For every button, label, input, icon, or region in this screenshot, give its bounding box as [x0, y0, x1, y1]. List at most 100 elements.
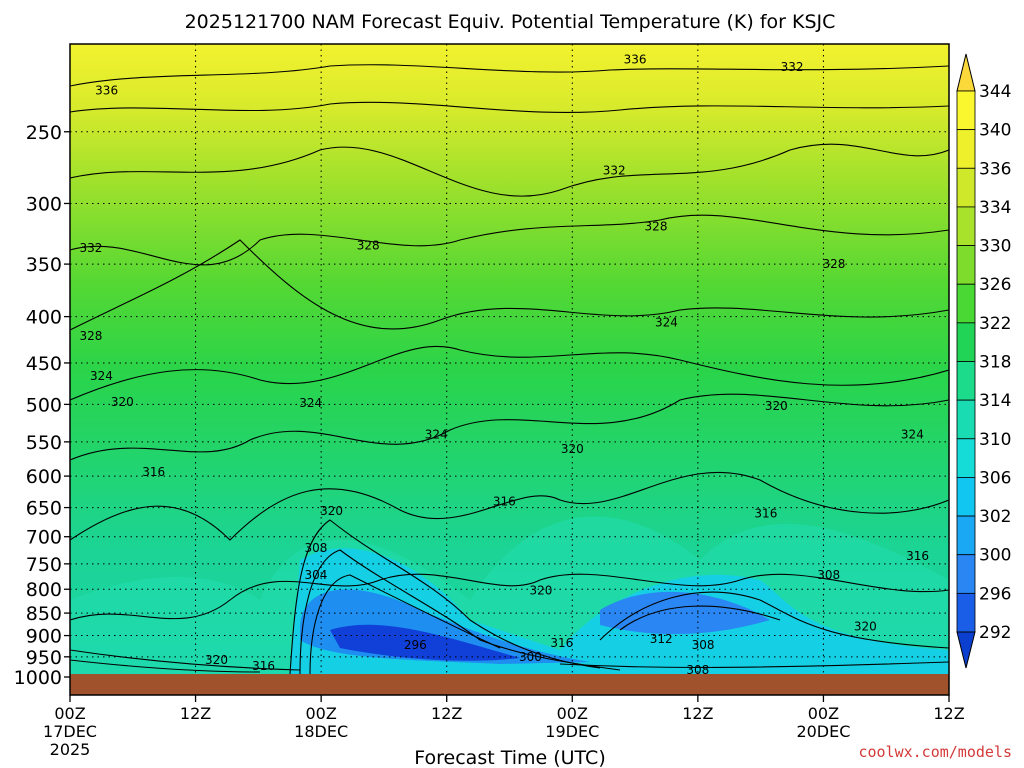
- contour-label: 324: [299, 396, 322, 410]
- contour-label: 324: [901, 428, 924, 442]
- field-blue-region-east: [600, 591, 770, 635]
- x-tick-label: 00Z: [305, 704, 336, 723]
- contour-lines: [70, 64, 949, 674]
- contour-label: 316: [252, 659, 275, 673]
- contour-label: 296: [404, 638, 427, 652]
- colorbar-segment: [956, 206, 976, 246]
- contour-label: 320: [111, 395, 134, 409]
- chart-title: 2025121700 NAM Forecast Equiv. Potential…: [185, 11, 836, 33]
- colorbar-label: 322: [979, 314, 1011, 334]
- x-axis-label: Forecast Time (UTC): [414, 747, 605, 768]
- x-tick-year: 2025: [50, 740, 91, 759]
- contour-label: 328: [645, 219, 668, 233]
- y-tick-label: 700: [26, 527, 62, 549]
- ground-strip: [70, 674, 949, 695]
- contour-label: 316: [142, 465, 165, 479]
- contour-label: 324: [90, 369, 113, 383]
- x-tick-label: 00Z: [808, 704, 839, 723]
- y-tick-label: 600: [26, 466, 62, 488]
- colorbar-label: 300: [979, 546, 1011, 566]
- y-tick-label: 450: [26, 353, 62, 375]
- x-tick-label: 12Z: [682, 704, 713, 723]
- colorbar-segment: [956, 361, 976, 401]
- y-tick-label: 800: [26, 579, 62, 601]
- colorbar-top-arrow: [956, 53, 976, 92]
- contour-label: 308: [817, 568, 840, 582]
- colorbar-label: 302: [979, 507, 1011, 527]
- x-tick-label: 00Z: [54, 704, 85, 723]
- contour-label: 300: [519, 650, 542, 664]
- colorbar-label: 336: [979, 159, 1011, 179]
- contour-label: 328: [357, 239, 380, 253]
- contour-label: 320: [765, 399, 788, 413]
- y-tick-label: 850: [26, 603, 62, 625]
- colorbar-segment: [956, 129, 976, 169]
- contour-label: 320: [854, 620, 877, 634]
- colorbar-segment: [956, 283, 976, 324]
- y-axis: 2503003504004505005506006507007508008509…: [14, 122, 70, 689]
- colorbar-segment: [956, 592, 976, 633]
- y-tick-label: 950: [26, 647, 62, 669]
- contour-label: 320: [529, 584, 552, 598]
- colorbar-label: 318: [979, 353, 1011, 373]
- colorbar-segment: [956, 322, 976, 362]
- contour-label: 316: [493, 494, 516, 508]
- y-tick-label: 400: [26, 307, 62, 329]
- colorbar: 292 296 300 302 306 310 314 318 322 326 330 334 336 3…: [956, 53, 1011, 669]
- colorbar-segment: [956, 399, 976, 440]
- field-darkblue-core: [330, 624, 520, 661]
- contour-label: 316: [906, 549, 929, 563]
- x-tick-label: 12Z: [933, 704, 964, 723]
- colorbar-segment: [956, 554, 976, 594]
- y-tick-label: 900: [26, 626, 62, 648]
- plot-frame: [69, 43, 950, 696]
- contour-label: 312: [650, 632, 673, 646]
- y-tick-label: 500: [26, 394, 62, 416]
- contour-label: 328: [822, 257, 845, 271]
- y-tick-label: 650: [26, 498, 62, 520]
- contour-label: 308: [692, 638, 715, 652]
- colorbar-label: 292: [979, 623, 1011, 643]
- contour-label: 320: [561, 442, 584, 456]
- x-tick-label: 12Z: [180, 704, 211, 723]
- theta-e-field: [70, 44, 949, 674]
- contour-label: 308: [686, 663, 709, 677]
- contour-label: 332: [79, 241, 102, 255]
- colorbar-label: 326: [979, 275, 1011, 295]
- colorbar-segment: [956, 515, 976, 556]
- colorbar-label: 334: [979, 198, 1011, 218]
- x-tick-date: 17DEC: [43, 722, 97, 741]
- x-tick-date: 18DEC: [294, 722, 348, 741]
- contour-label: 320: [205, 653, 228, 667]
- colorbar-segment: [956, 90, 976, 131]
- contour-labels: 336 336 332 332 332 328 328 328 328 324 324 324 324 3…: [79, 52, 929, 677]
- y-tick-label: 350: [26, 254, 62, 276]
- contour-label: 304: [304, 568, 327, 582]
- contour-label: 324: [425, 428, 448, 442]
- colorbar-segment: [956, 477, 976, 517]
- contour-label: 336: [624, 52, 647, 66]
- contour-label: 332: [781, 60, 804, 74]
- colorbar-label: 296: [979, 584, 1011, 604]
- grid-lines: [70, 44, 949, 678]
- x-tick-label: 12Z: [431, 704, 462, 723]
- y-tick-label: 300: [26, 193, 62, 215]
- colorbar-segment: [956, 438, 976, 478]
- colorbar-label: 310: [979, 430, 1011, 450]
- contour-label: 328: [79, 329, 102, 343]
- contour-label: 316: [550, 636, 573, 650]
- y-tick-label: 1000: [14, 667, 62, 689]
- x-tick-label: 00Z: [557, 704, 588, 723]
- colorbar-label: 330: [979, 237, 1011, 257]
- y-tick-label: 550: [26, 432, 62, 454]
- contour-label: 332: [603, 164, 626, 178]
- colorbar-bottom-arrow: [956, 631, 976, 669]
- contour-label: 336: [95, 83, 118, 97]
- contour-label: 308: [304, 541, 327, 555]
- colorbar-segment: [956, 167, 976, 208]
- colorbar-label: 340: [979, 121, 1011, 141]
- x-tick-date: 19DEC: [545, 722, 599, 741]
- colorbar-label: 306: [979, 468, 1011, 488]
